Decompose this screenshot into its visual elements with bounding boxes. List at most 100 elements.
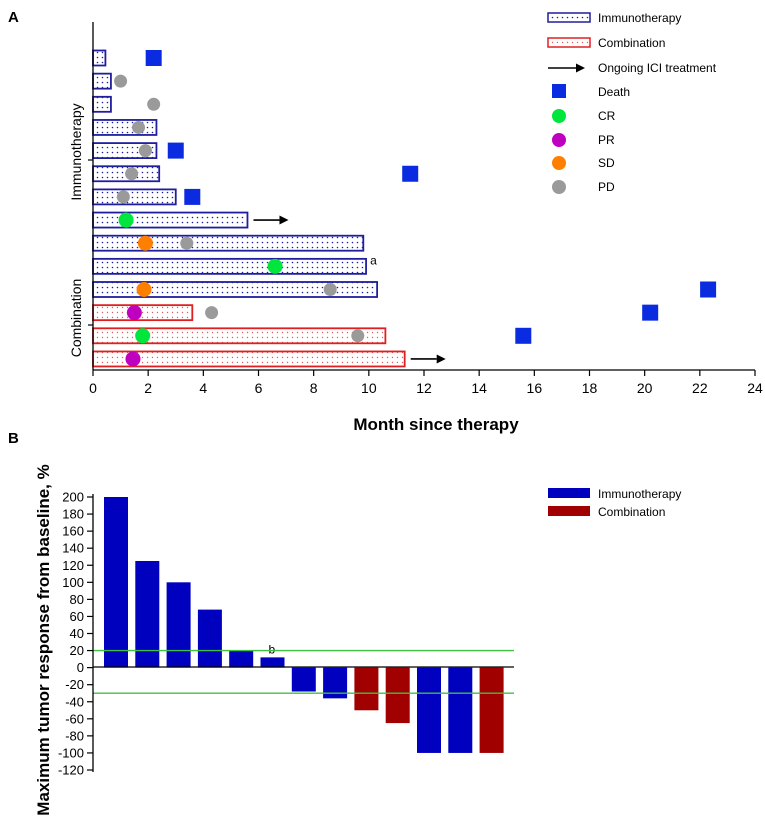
patient-bar [92,211,249,229]
y-tick-label: 20 [70,643,84,658]
pd-marker [125,167,139,181]
legend-label-cr: CR [598,109,616,123]
y-tick-label: 40 [70,626,84,641]
ongoing-arrowhead [436,354,446,364]
patient-bar [92,304,194,322]
pd-marker [351,329,365,343]
death-marker [642,304,659,321]
pr-marker [125,351,141,367]
pd-marker [323,283,337,296]
legend-label-immunotherapy: Immunotherapy [598,487,681,501]
y-axis-label: Maximum tumor response from baseline, % [34,464,53,815]
legend: Immunotherapy Combination [548,487,681,519]
group-label-combination: Combination [68,279,84,358]
patient-bar [92,119,158,136]
y-tick-label: 60 [70,609,84,624]
x-tick-label: 18 [582,380,598,396]
response-bar [448,667,473,753]
y-tick-group: -120 -100 -80 -60 -40 -20 0 20 40 60 80 100 120 140 16… [58,490,93,778]
legend-swatch-sd [552,156,566,170]
death-marker [145,50,162,66]
x-tick-label: 4 [199,380,207,396]
response-bar [417,667,441,753]
death-marker [402,165,419,182]
response-bar [197,609,222,668]
legend-swatch-immunotherapy [547,12,591,23]
sd-marker [137,235,153,251]
pd-marker [147,97,161,111]
x-axis-label: Month since therapy [353,415,519,434]
bar-annotation: a [370,253,377,267]
x-tick-label: 2 [144,380,152,396]
response-bar [135,560,160,668]
x-tick-label: 22 [692,380,708,396]
response-bar [354,667,379,711]
legend-label-ongoing: Ongoing ICI treatment [598,61,717,75]
legend-swatch-pr [552,133,566,147]
response-bar [229,650,254,668]
death-marker [700,281,717,298]
y-tick-label: -40 [65,694,84,709]
y-tick-label: -120 [58,763,84,778]
legend-label-pr: PR [598,133,615,147]
pd-marker [138,144,152,158]
x-tick-label: 16 [527,380,543,396]
y-tick-label: -60 [65,711,84,726]
cr-marker [135,328,151,344]
legend-swatch-cr [552,109,566,123]
patient-bar [92,234,365,252]
death-marker [184,188,201,205]
x-tick-label: 20 [637,380,653,396]
legend-label-combination: Combination [598,36,665,50]
pd-marker [114,74,128,88]
x-tick-label: 24 [747,380,763,396]
x-tick-group: 0 2 4 6 8 10 12 14 16 18 20 22 24 [89,370,763,396]
panel-b-label: B [8,430,19,447]
x-tick-label: 10 [361,380,377,396]
pd-marker [180,236,194,250]
x-tick-label: 0 [89,380,97,396]
legend-swatch-combination [547,37,591,48]
death-marker [515,327,532,344]
arrow-icon [548,63,585,73]
y-tick-label: -80 [65,728,84,743]
patient-bar [92,49,107,67]
x-tick-label: 8 [310,380,318,396]
y-tick-label: 100 [62,575,84,590]
cr-marker [118,212,134,228]
x-tick-label: 14 [471,380,487,396]
legend: Immunotherapy Combination Ongoing ICI tr… [547,11,717,194]
response-bar [260,657,285,668]
group-label-immunotherapy: Immunotherapy [68,103,84,200]
response-bar [104,497,128,668]
pd-marker [205,306,219,320]
legend-label-combination: Combination [598,505,665,519]
y-tick-label: 200 [62,490,84,505]
y-tick-label: 180 [62,507,84,522]
legend-label-pd: PD [598,180,615,194]
patient-bar [92,72,112,90]
patient-bar [92,188,177,206]
patient-bar [92,257,367,275]
legend-swatch-immunotherapy [548,488,590,498]
y-tick-label: 120 [62,558,84,573]
death-marker [167,142,184,159]
pd-marker [132,120,146,134]
y-tick-label: 160 [62,524,84,539]
patient-bar [92,95,112,113]
y-tick-label: -100 [58,745,84,760]
legend-label-immunotherapy: Immunotherapy [598,11,681,25]
y-tick-label: -20 [65,677,84,692]
legend-label-death: Death [598,85,630,99]
waterfall-plot: B b -120 -100 -80 -60 -40 -20 0 20 40 60 80 100 120 1… [8,430,681,816]
panel-a-label: A [8,9,19,26]
y-tick-label: 80 [70,592,84,607]
bar-annotation: b [269,642,276,656]
sd-marker [136,282,152,297]
pr-marker [126,305,142,321]
pd-marker [116,190,130,204]
y-tick-label: 140 [62,541,84,556]
y-tick-label: 0 [77,660,84,675]
legend-swatch-death [552,84,566,98]
